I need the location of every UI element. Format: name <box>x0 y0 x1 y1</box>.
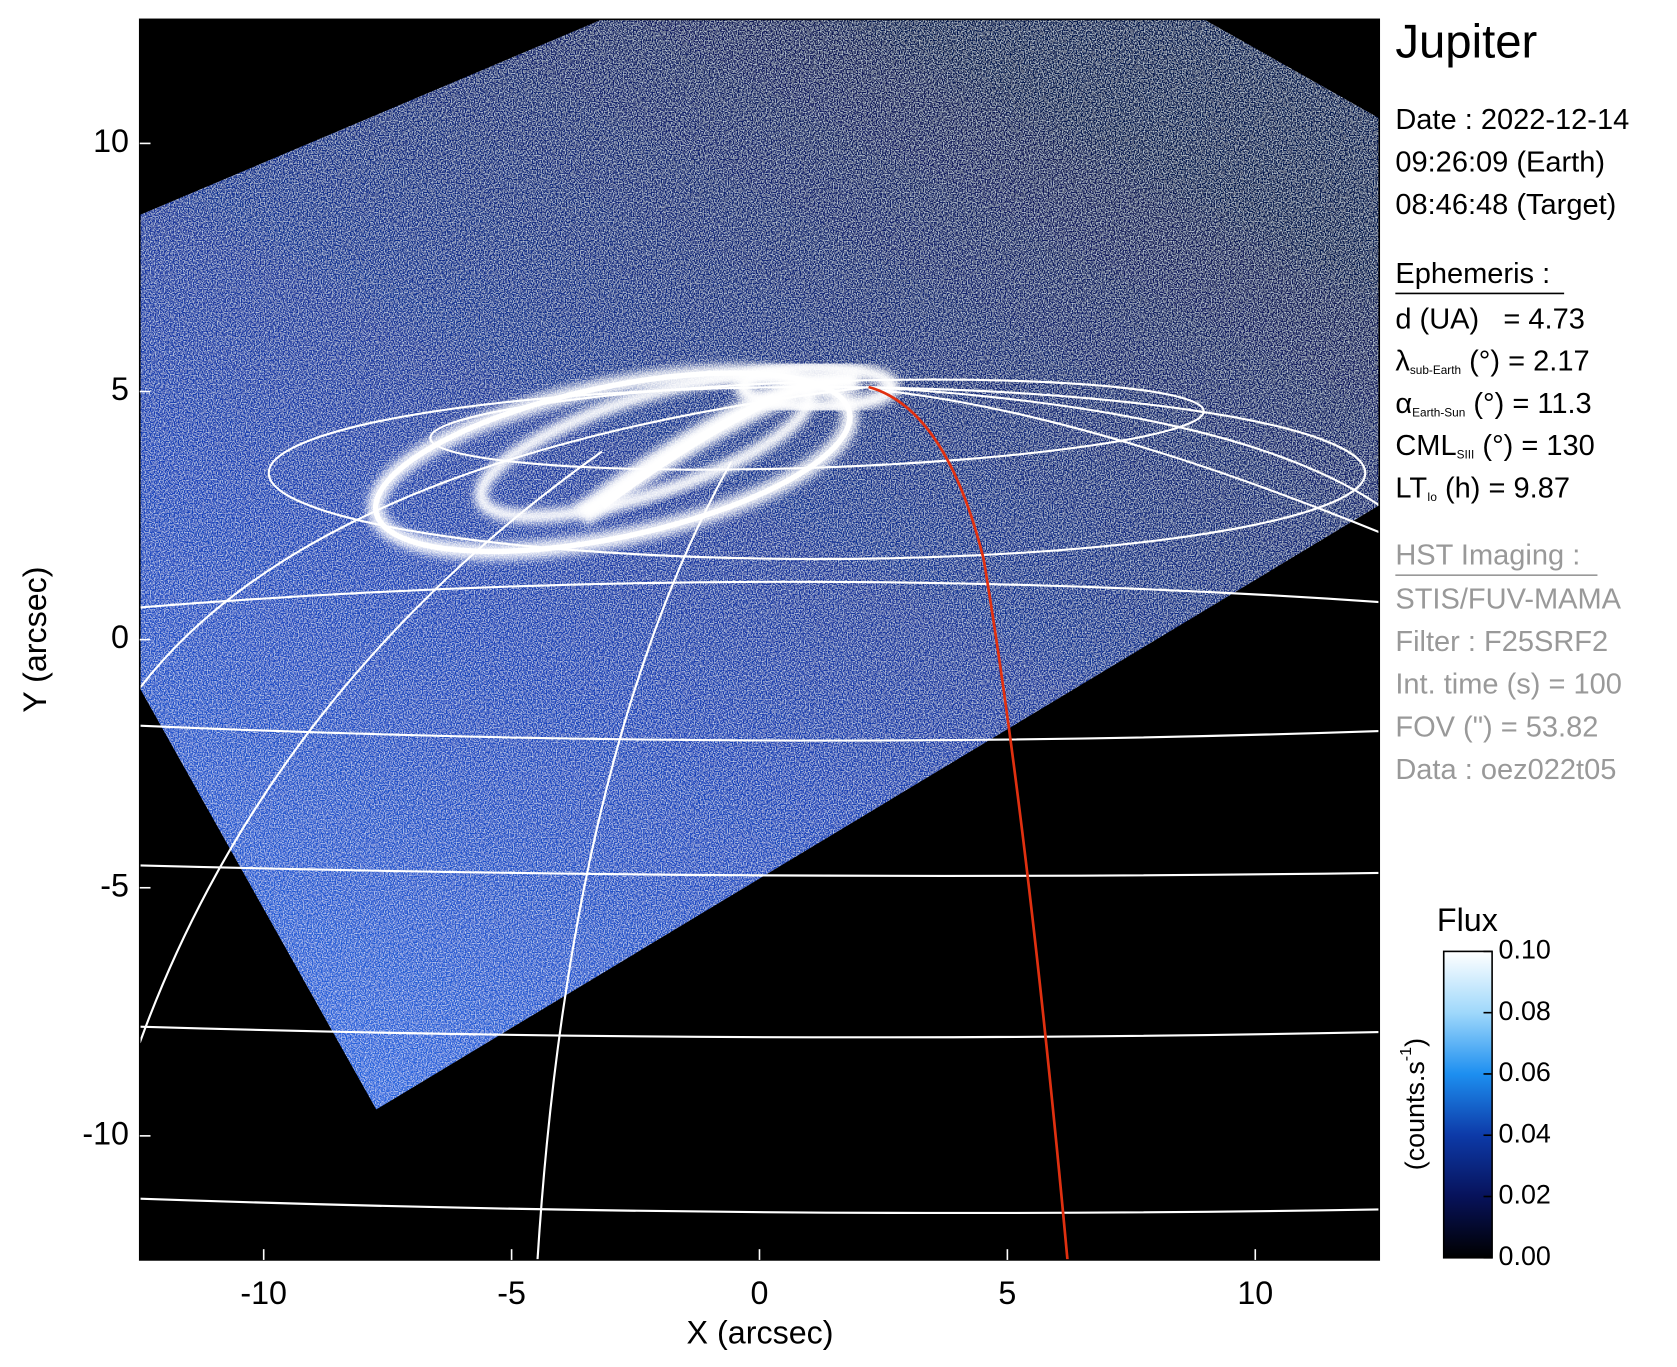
colorbar-tick-label: 0.00 <box>1499 1241 1551 1271</box>
ephemeris-symbol: CML <box>1395 430 1456 462</box>
colorbar-label-main: (counts.s <box>1400 1061 1430 1170</box>
ephemeris-line: CMLSIII (°) = 130 <box>1395 430 1594 462</box>
colorbar <box>1442 950 1493 1259</box>
aurora <box>367 360 900 561</box>
ephemeris-subscript: sub-Earth <box>1410 363 1461 377</box>
date-line: 08:46:48 (Target) <box>1395 189 1616 221</box>
info-panel: Date : 2022-12-14 09:26:09 (Earth) 08:46:4… <box>1395 104 1629 786</box>
imaging-line: Filter : F25SRF2 <box>1395 626 1608 658</box>
y-axis-label: Y (arcsec) <box>17 566 53 712</box>
date-line: Date : 2022-12-14 <box>1395 104 1629 136</box>
y-tick-label: -5 <box>100 867 129 903</box>
ephemeris-value: = 4.73 <box>1479 303 1585 335</box>
x-tick-label: 0 <box>751 1275 769 1311</box>
ephemeris-value: (°) = 2.17 <box>1461 345 1590 377</box>
imaging-line: FOV (") = 53.82 <box>1395 711 1598 743</box>
ephemeris-symbol: α <box>1395 388 1412 420</box>
colorbar-tick-label: 0.04 <box>1499 1118 1551 1148</box>
colorbar-tick-label: 0.06 <box>1499 1057 1551 1087</box>
y-tick-label: 5 <box>111 371 129 407</box>
ephemeris-title: Ephemeris : <box>1395 258 1550 290</box>
image-layer <box>139 19 1380 1260</box>
central-meridian <box>868 385 1069 1260</box>
colorbar-label-end: ) <box>1400 1038 1430 1047</box>
ephemeris-value: (°) = 11.3 <box>1465 388 1591 420</box>
colorbar-title: Flux <box>1437 902 1498 938</box>
ephemeris-line: αEarth-Sun (°) = 11.3 <box>1395 388 1591 420</box>
imaging-line: Int. time (s) = 100 <box>1395 669 1622 701</box>
ephemeris-subscript: SIII <box>1457 448 1475 462</box>
colorbar-tick-label: 0.08 <box>1499 996 1551 1026</box>
ephemeris-line: LTIo (h) = 9.87 <box>1395 472 1570 504</box>
ephemeris-subscript: Io <box>1427 490 1437 504</box>
colorbar-tick-label: 0.10 <box>1499 934 1551 964</box>
title: Jupiter <box>1395 16 1537 69</box>
y-tick-label: 10 <box>93 123 129 159</box>
planet-grid <box>139 378 1380 1260</box>
ephemeris-value: (°) = 130 <box>1474 430 1594 462</box>
y-tick-label: -10 <box>82 1115 129 1151</box>
x-axis-label: X (arcsec) <box>687 1315 834 1351</box>
colorbar-label: (counts.s-1) <box>1397 1038 1430 1170</box>
x-tick-label: 5 <box>998 1275 1016 1311</box>
colorbar-label-sup: -1 <box>1397 1047 1415 1061</box>
x-tick-label: -10 <box>240 1275 287 1311</box>
ephemeris-subscript: Earth-Sun <box>1412 406 1465 420</box>
imaging-line: Data : oez022t05 <box>1395 754 1616 786</box>
date-line: 09:26:09 (Earth) <box>1395 147 1605 179</box>
colorbar-tick-label: 0.02 <box>1499 1180 1551 1210</box>
ephemeris-symbol: d (UA) <box>1395 303 1479 335</box>
ephemeris-line: λsub-Earth (°) = 2.17 <box>1395 345 1589 377</box>
y-tick-label: 0 <box>111 619 129 655</box>
ephemeris-symbol: LT <box>1395 472 1427 504</box>
ephemeris-value: (h) = 9.87 <box>1437 472 1570 504</box>
imaging-title: HST Imaging : <box>1395 540 1580 572</box>
imaging-line: STIS/FUV-MAMA <box>1395 584 1621 616</box>
ephemeris-line: d (UA) = 4.73 <box>1395 303 1585 335</box>
ephemeris-symbol: λ <box>1395 345 1410 377</box>
x-tick-label: 10 <box>1237 1275 1273 1311</box>
x-tick-label: -5 <box>497 1275 526 1311</box>
detector-image <box>139 19 1380 1110</box>
